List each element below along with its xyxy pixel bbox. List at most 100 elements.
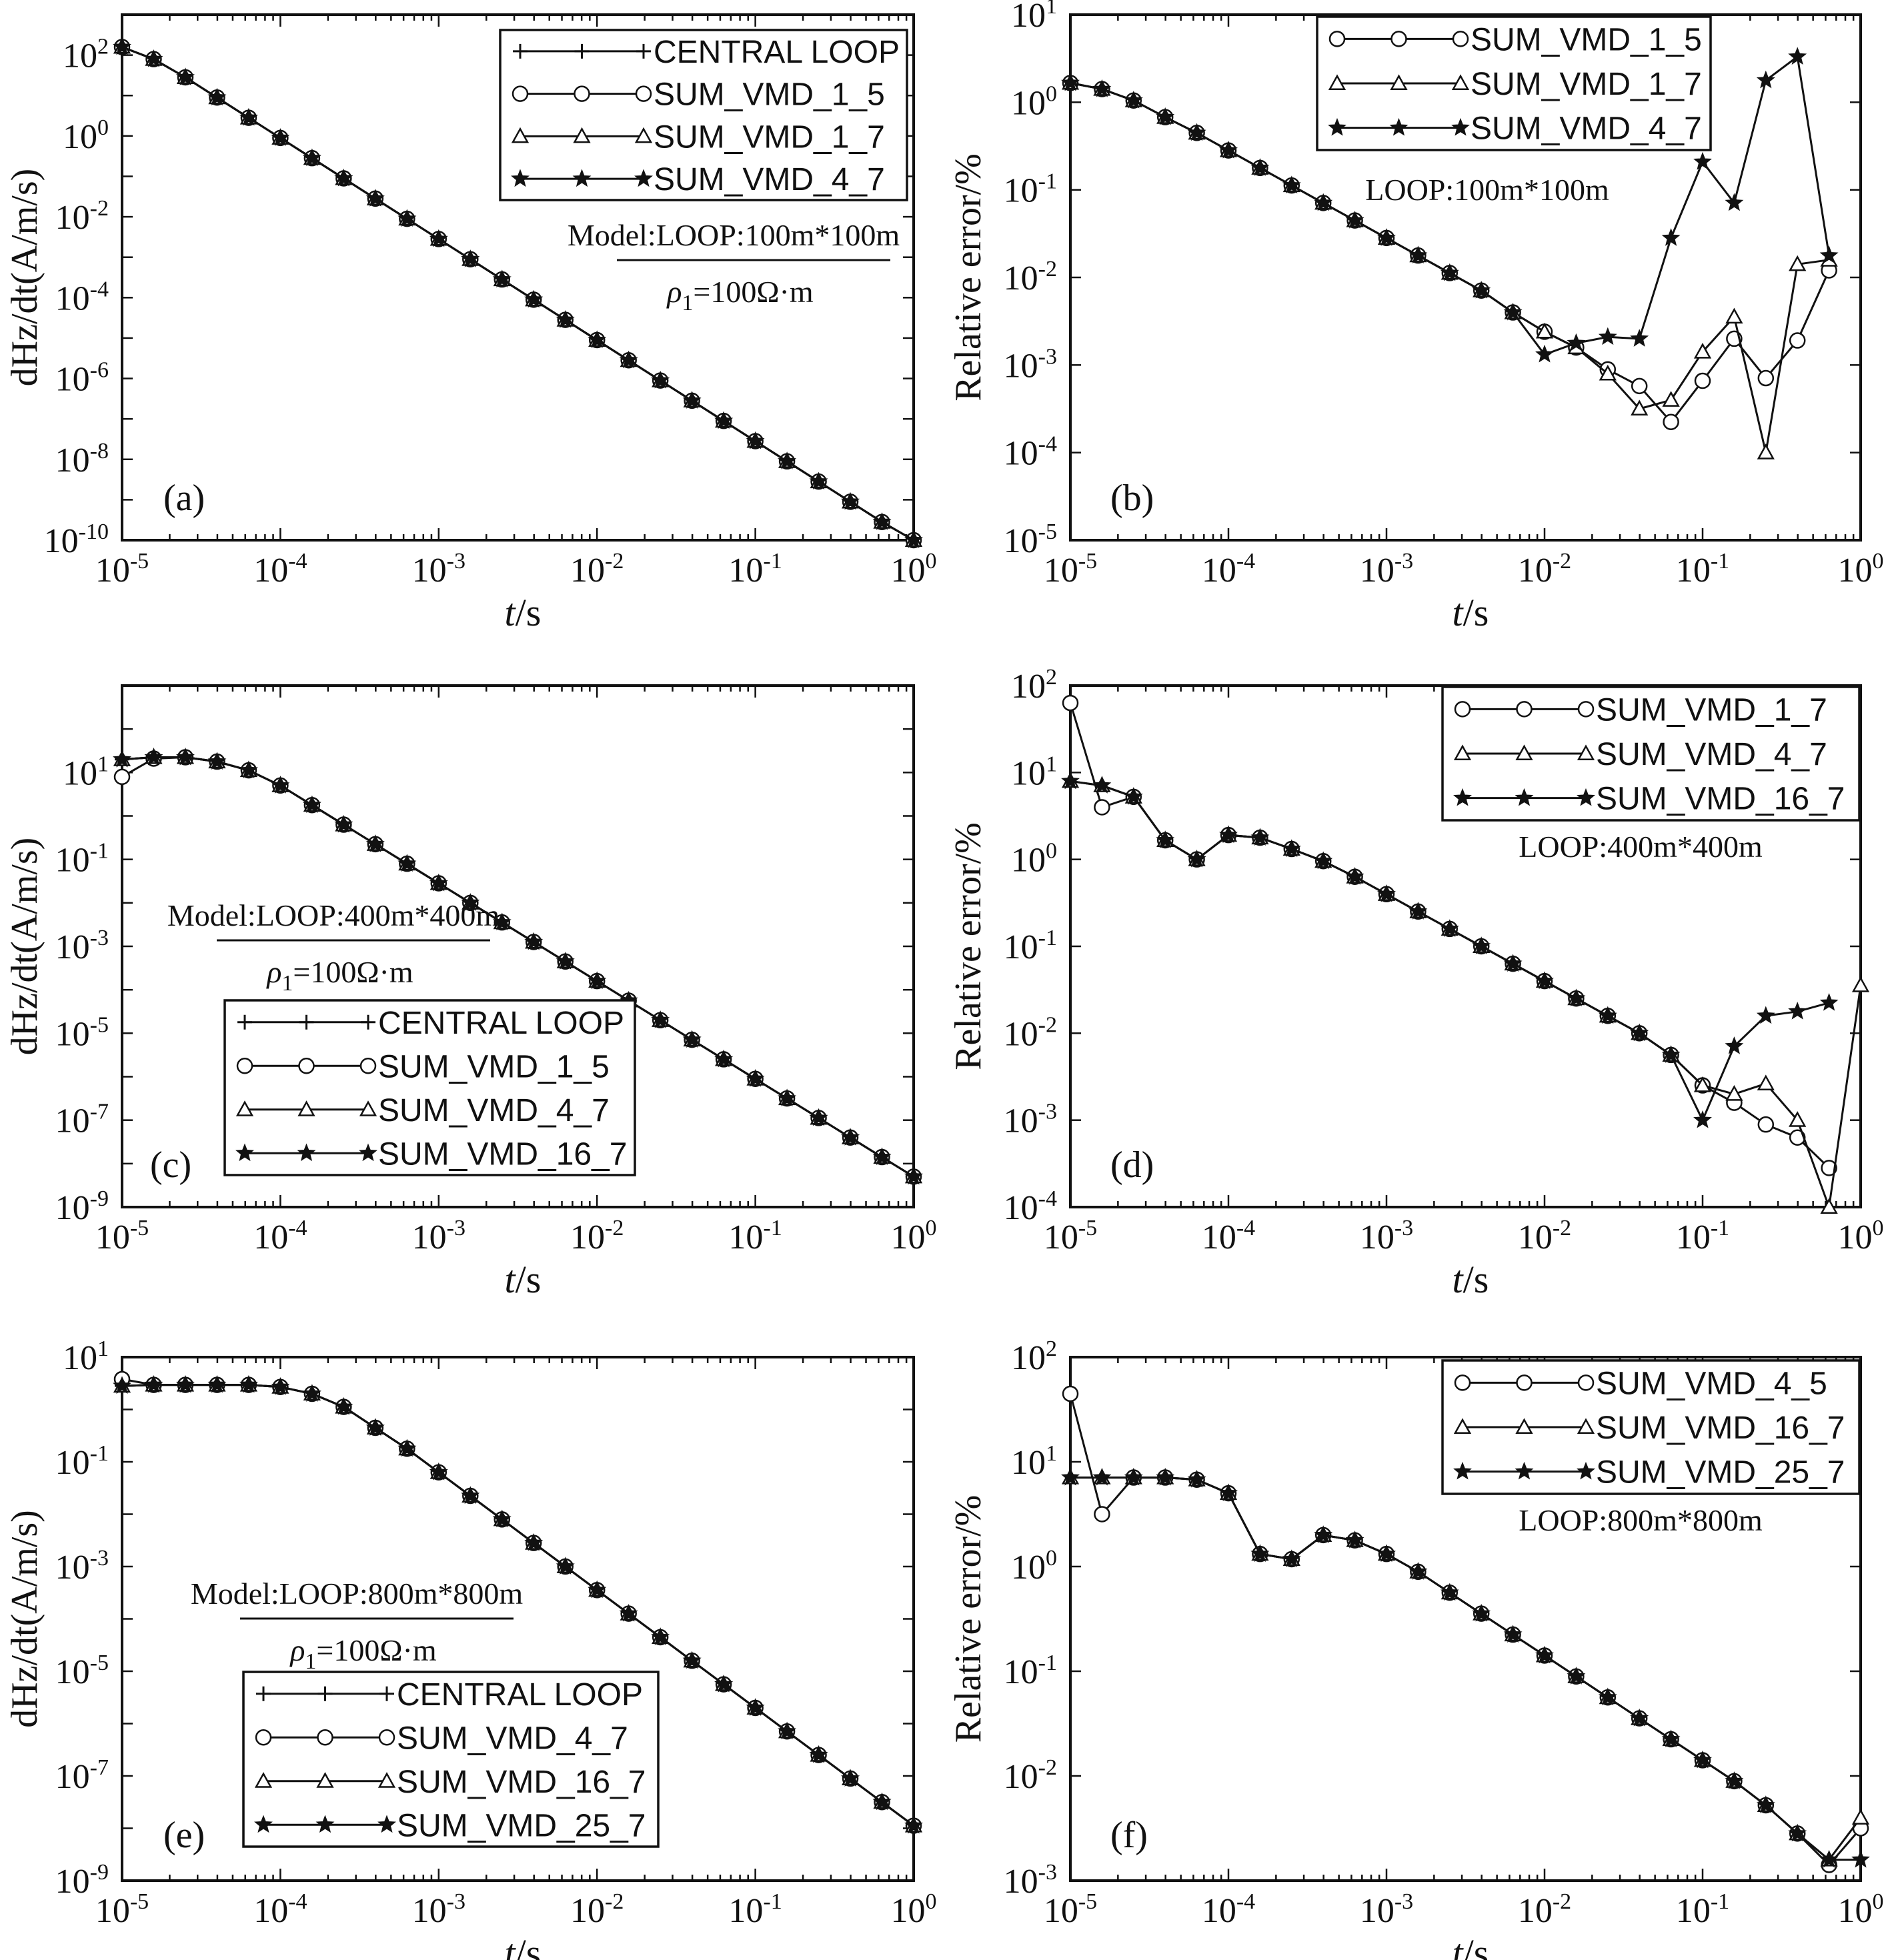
y-tick-label: 10-10 bbox=[44, 520, 109, 560]
data-point-star bbox=[1250, 828, 1270, 846]
data-point-star bbox=[524, 932, 544, 950]
legend-marker-plus bbox=[317, 1686, 333, 1701]
x-tick-label: 10-2 bbox=[570, 549, 624, 590]
data-point-star bbox=[365, 834, 385, 852]
y-axis-label: dHz/dt(A/m/s) bbox=[4, 1510, 45, 1728]
legend-label: SUM_VMD_4_7 bbox=[654, 162, 885, 197]
legend: SUM_VMD_1_7 SUM_VMD_4_7 SUM_VMD_16_7 bbox=[1441, 686, 1861, 822]
data-point-star bbox=[1630, 1023, 1649, 1042]
data-point-circle bbox=[113, 768, 131, 786]
x-tick-label: 10-5 bbox=[1044, 1889, 1097, 1930]
data-point-star bbox=[1187, 849, 1206, 868]
data-point-star bbox=[1851, 1849, 1870, 1868]
y-tick-label: 100 bbox=[1011, 81, 1057, 122]
legend-label: SUM_VMD_4_7 bbox=[378, 1093, 610, 1128]
model-title: LOOP:800m*800m bbox=[1519, 1503, 1763, 1537]
data-point-star bbox=[1819, 245, 1839, 264]
data-point-star bbox=[1250, 1544, 1270, 1563]
data-point-star bbox=[397, 854, 417, 872]
model-annotation: LOOP:800m*800m bbox=[1519, 1503, 1763, 1537]
data-point-star bbox=[746, 431, 765, 449]
panel-tag: (e) bbox=[163, 1815, 205, 1856]
data-point-circle bbox=[1821, 1160, 1837, 1176]
legend-marker-plus bbox=[574, 43, 590, 59]
data-point-star bbox=[1092, 1467, 1112, 1486]
x-tick-label: 10-1 bbox=[1676, 1216, 1729, 1256]
data-point-star bbox=[207, 87, 227, 106]
data-point-star bbox=[809, 1108, 828, 1126]
data-point-star bbox=[271, 1377, 290, 1395]
legend-marker-star bbox=[634, 169, 653, 187]
data-point-star bbox=[651, 370, 670, 389]
legend-marker-triangle bbox=[1453, 744, 1472, 761]
y-tick-label: 10-5 bbox=[55, 1651, 109, 1691]
data-point-star bbox=[1440, 263, 1459, 281]
x-tick-label: 10-3 bbox=[412, 1889, 465, 1930]
data-point-star bbox=[1503, 1625, 1523, 1643]
legend-label: SUM_VMD_4_7 bbox=[1596, 737, 1827, 772]
legend-marker-triangle bbox=[1515, 1418, 1533, 1434]
legend-marker-circle bbox=[1516, 701, 1533, 718]
data-point-star bbox=[651, 1010, 670, 1028]
legend-marker-circle bbox=[359, 1058, 377, 1074]
data-point-star bbox=[1061, 771, 1080, 790]
data-point-star bbox=[1345, 210, 1364, 229]
x-tick-label: 10-4 bbox=[1202, 549, 1255, 590]
x-tick-label: 10-1 bbox=[1676, 549, 1729, 590]
data-point-star bbox=[1156, 830, 1175, 848]
data-point-star bbox=[1503, 954, 1523, 972]
data-point-star bbox=[113, 37, 131, 55]
legend-label: SUM_VMD_1_5 bbox=[378, 1049, 610, 1084]
data-point-star bbox=[524, 1533, 544, 1551]
data-point-star bbox=[778, 1088, 797, 1106]
legend-marker-star bbox=[315, 1815, 335, 1833]
data-point-star bbox=[1693, 151, 1712, 170]
x-tick-label: 10-3 bbox=[1360, 1889, 1413, 1930]
data-point-star bbox=[1661, 228, 1681, 246]
legend-box bbox=[242, 1671, 660, 1848]
data-point-star bbox=[302, 148, 321, 167]
model-annotation: LOOP:400m*400m bbox=[1519, 830, 1763, 864]
data-point-star bbox=[1219, 140, 1238, 159]
y-tick-label: 101 bbox=[1011, 1441, 1057, 1482]
series-sum-vmd-25-7 bbox=[113, 1374, 923, 1834]
data-point-star bbox=[175, 67, 195, 85]
y-tick-label: 10-3 bbox=[1004, 344, 1057, 385]
x-tick-label: 10-1 bbox=[728, 549, 782, 590]
legend-marker-triangle bbox=[297, 1100, 315, 1116]
data-point-star bbox=[588, 1580, 607, 1599]
y-tick-label: 10-2 bbox=[1004, 1012, 1057, 1053]
y-tick-label: 10-5 bbox=[1004, 520, 1057, 560]
data-point-star bbox=[1725, 1036, 1744, 1054]
data-point-star bbox=[619, 1603, 638, 1622]
x-axis-label: t/s bbox=[1453, 591, 1489, 634]
data-point-star bbox=[207, 752, 227, 770]
data-point-star bbox=[1756, 70, 1775, 89]
data-point-star bbox=[1567, 1667, 1586, 1685]
data-point-star bbox=[1788, 1002, 1807, 1020]
data-point-star bbox=[239, 1374, 258, 1393]
data-point-triangle bbox=[1757, 1074, 1775, 1090]
x-tick-label: 100 bbox=[1838, 549, 1884, 590]
legend-label: SUM_VMD_16_7 bbox=[1596, 782, 1845, 817]
data-point-circle bbox=[1062, 694, 1079, 712]
data-point-circle bbox=[1757, 1116, 1775, 1133]
data-point-star bbox=[841, 1128, 860, 1146]
y-tick-label: 101 bbox=[63, 1336, 109, 1377]
legend: CENTRAL LOOP SUM_VMD_4_7 SUM_VMD_16_7 SUM_V… bbox=[242, 1671, 660, 1848]
data-point-star bbox=[1598, 327, 1617, 345]
legend-marker-circle bbox=[1577, 701, 1595, 718]
y-tick-label: 102 bbox=[1011, 665, 1057, 706]
series-line bbox=[121, 46, 914, 542]
data-point-star bbox=[1408, 902, 1428, 920]
legend-marker-triangle bbox=[377, 1772, 396, 1788]
x-tick-label: 10-4 bbox=[253, 1216, 307, 1256]
model-title: Model:LOOP:800m*800m bbox=[191, 1577, 524, 1611]
data-point-star bbox=[1282, 1549, 1301, 1567]
legend-marker-star bbox=[1451, 117, 1470, 136]
data-point-triangle bbox=[1535, 322, 1554, 339]
data-point-star bbox=[556, 1557, 575, 1575]
data-point-star bbox=[461, 1486, 480, 1504]
legend-marker-plus bbox=[256, 1686, 271, 1701]
data-point-circle bbox=[1663, 413, 1679, 430]
